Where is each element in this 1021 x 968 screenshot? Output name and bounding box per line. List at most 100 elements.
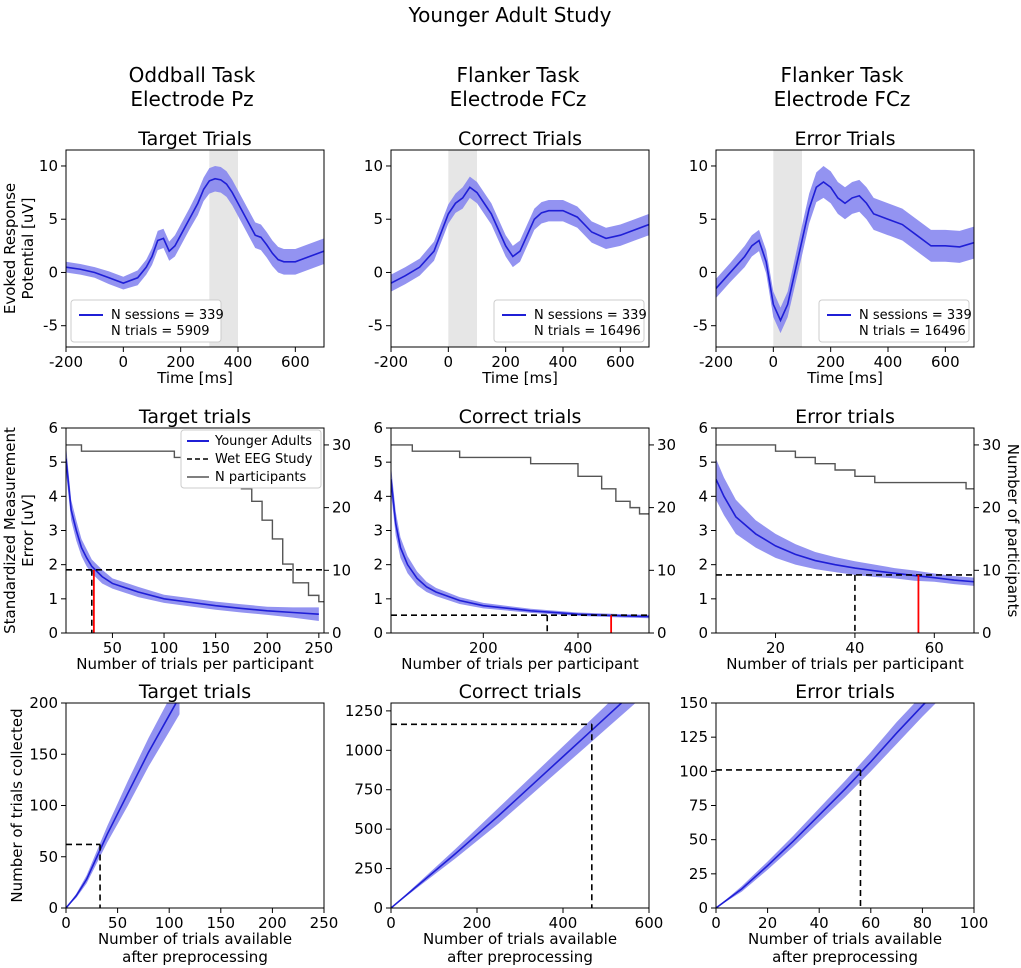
x-axis-label-line-1: Number of trials available: [423, 930, 617, 948]
x-axis-label: Number of trials per participant: [726, 655, 964, 673]
legend-entry-sessions: N sessions = 339: [534, 308, 647, 323]
y2-tick-label: 10: [982, 561, 1001, 579]
y-tick-label: 0: [698, 624, 708, 642]
series-line: [716, 703, 927, 908]
y-tick-label: 150: [679, 694, 708, 712]
y-tick-label: 0: [698, 263, 708, 281]
participants-line: [66, 444, 324, 603]
x-tick-label: 20: [766, 639, 785, 657]
y-tick-label: 1: [48, 590, 58, 608]
x-tick-label: -200: [699, 353, 733, 371]
axes-frame: [65, 149, 325, 348]
y-tick-label: 150: [29, 745, 58, 763]
y-tick-label: 5: [48, 210, 58, 228]
x-tick-label: 100: [150, 639, 179, 657]
x-tick-label: 600: [281, 353, 310, 371]
y2-axis-label: Number of participants: [1004, 444, 1021, 618]
plot-area: [716, 444, 974, 633]
y-axis-label-line-1: Evoked Response: [1, 183, 19, 314]
series-line: [716, 478, 974, 583]
figure-title: Younger Adult Study: [408, 3, 612, 27]
plot-area: [66, 703, 180, 908]
chart-title: Error Trials: [794, 128, 895, 150]
x-axis-label-line-1: Number of trials available: [98, 930, 292, 948]
legend-entry-sessions: N sessions = 339: [111, 308, 224, 323]
plot-area: [716, 703, 936, 908]
x-tick-label: 40: [845, 639, 864, 657]
y-tick-label: 0: [373, 624, 383, 642]
y-tick-label: 5: [373, 210, 383, 228]
column-title-1-line-1: Oddball Task: [129, 63, 256, 87]
plot-area: [391, 150, 649, 347]
chart-title: Target Trials: [137, 128, 252, 150]
confidence-band: [66, 703, 180, 908]
chart-title: Target trials: [138, 681, 251, 703]
y-tick-label: 4: [698, 487, 708, 505]
chart-7: Target trials 0 50 100 150 200 250 0 50 100 150 200…: [8, 681, 338, 966]
axes-frame: [390, 702, 650, 909]
legend-entry-wet-eeg: Wet EEG Study: [215, 452, 313, 467]
x-tick-label: 250: [305, 639, 334, 657]
x-axis-label: Time [ms]: [806, 369, 883, 387]
series-line: [391, 479, 649, 618]
series-line: [391, 703, 623, 908]
legend-entry-participants: N participants: [215, 470, 306, 485]
series-line: [66, 458, 319, 616]
x-tick-label: 20: [758, 914, 777, 932]
series-line: [391, 186, 649, 284]
y2-tick-label: 0: [332, 624, 342, 642]
y-tick-label: 4: [373, 487, 383, 505]
x-axis-label: Time [ms]: [156, 369, 233, 387]
y-tick-label: 10: [364, 157, 383, 175]
y-tick-label: -5: [368, 317, 383, 335]
y-tick-label: 2: [373, 556, 383, 574]
column-title-2-line-2: Electrode FCz: [450, 87, 587, 111]
x-tick-label: 60: [861, 914, 880, 932]
x-tick-label: 600: [931, 353, 960, 371]
y-tick-label: 75: [689, 797, 708, 815]
x-tick-label: 50: [103, 639, 122, 657]
y-tick-label: 100: [679, 762, 708, 780]
x-tick-label: 400: [564, 639, 593, 657]
series-line: [66, 703, 177, 908]
y-axis-label: Number of trials collected: [8, 708, 26, 902]
y-tick-label: 50: [39, 848, 58, 866]
chart-8: Correct trials 0 200 400 600 0 250 500 750 1000 12…: [345, 681, 664, 966]
column-title-1-line-2: Electrode Pz: [130, 87, 253, 111]
chart-title: Correct trials: [459, 681, 582, 703]
y2-tick-label: 20: [332, 499, 351, 517]
x-tick-label: 200: [469, 639, 498, 657]
x-axis-label-line-2: after preprocessing: [122, 948, 268, 966]
plot-area: [391, 444, 649, 633]
x-tick-label: 200: [491, 353, 520, 371]
column-title-2: Flanker Task Electrode FCz: [450, 63, 587, 111]
x-tick-label: 0: [769, 353, 779, 371]
y2-tick-label: 30: [332, 436, 351, 454]
axes-frame: [390, 427, 650, 634]
y-tick-label: 0: [48, 263, 58, 281]
legend-box: [818, 299, 970, 343]
x-tick-label: 200: [258, 914, 287, 932]
x-tick-label: 150: [206, 914, 235, 932]
y-tick-label: 0: [698, 899, 708, 917]
y2-tick-label: 20: [657, 499, 676, 517]
legend-entry-trials: N trials = 16496: [859, 324, 966, 339]
chart-2: Correct Trials -200 0 200 400 600 -5 0 5 10 Time […: [364, 128, 650, 387]
y-tick-label: 1: [373, 590, 383, 608]
y-tick-label: 50: [689, 831, 708, 849]
y-axis-label-line-2: Error [uV]: [19, 494, 37, 567]
legend: Younger Adults Wet EEG Study N participant…: [180, 429, 322, 489]
x-tick-label: -200: [49, 353, 83, 371]
y-tick-label: 10: [39, 157, 58, 175]
confidence-band: [716, 703, 936, 908]
plot-area: [391, 703, 636, 908]
x-tick-label: 60: [925, 639, 944, 657]
axes-frame: [390, 149, 650, 348]
confidence-band: [391, 176, 649, 292]
